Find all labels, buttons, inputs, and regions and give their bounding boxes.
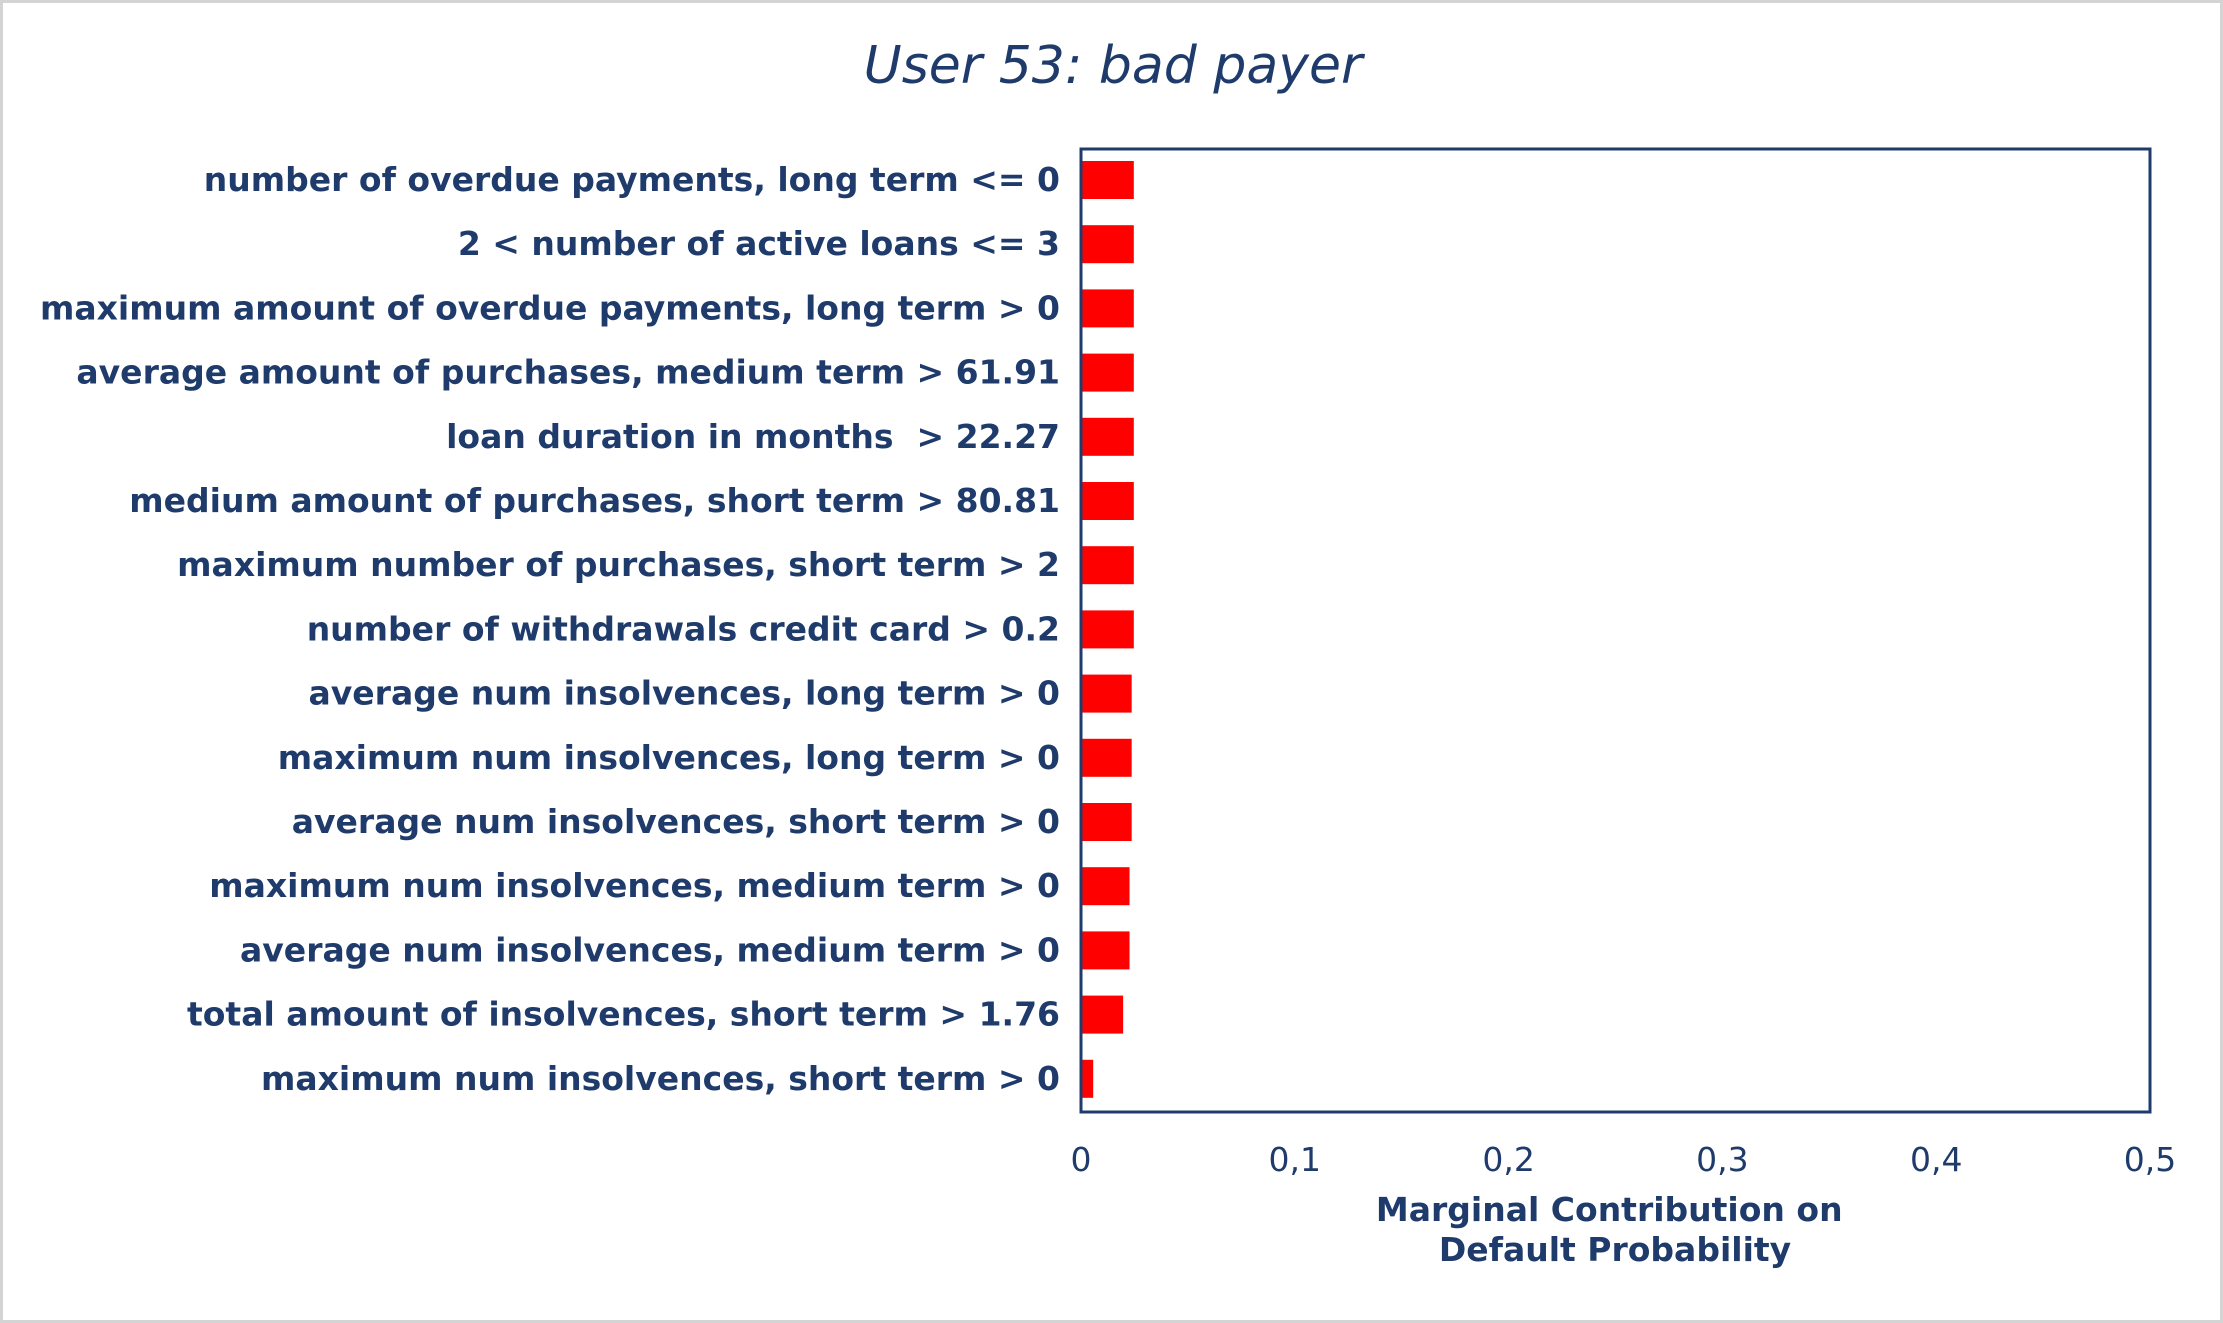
category-label: maximum amount of overdue payments, long… — [40, 288, 1060, 327]
bar — [1082, 610, 1134, 649]
category-label: loan duration in months > 22.27 — [446, 417, 1060, 456]
category-label: maximum number of purchases, short term … — [177, 545, 1060, 584]
bar — [1082, 353, 1134, 392]
category-label: maximum num insolvences, short term > 0 — [261, 1059, 1060, 1098]
bar — [1082, 931, 1130, 970]
bar — [1082, 417, 1134, 456]
bar — [1082, 1059, 1094, 1098]
x-tick-label: 0 — [1071, 1140, 1092, 1179]
x-axis-title-line-2: Default Probability — [1439, 1230, 1791, 1269]
category-label: average num insolvences, short term > 0 — [292, 802, 1060, 841]
category-label: 2 < number of active loans <= 3 — [458, 224, 1060, 263]
plot-area-border — [1079, 147, 2152, 1114]
category-label: average amount of purchases, medium term… — [76, 353, 1060, 392]
x-tick-label: 0,4 — [1910, 1140, 1962, 1179]
category-label: number of overdue payments, long term <=… — [204, 160, 1060, 199]
x-tick-label: 0,5 — [2124, 1140, 2176, 1179]
category-label: maximum num insolvences, medium term > 0 — [209, 866, 1060, 905]
bar — [1082, 546, 1134, 585]
x-tick-label: 0,2 — [1482, 1140, 1534, 1179]
bar — [1082, 289, 1134, 328]
bar — [1082, 803, 1132, 841]
bar — [1082, 161, 1134, 199]
bar — [1082, 482, 1134, 520]
x-axis-tick-labels: 0 0,1 0,2 0,3 0,4 0,5 — [1071, 1140, 2177, 1179]
x-tick-label: 0,3 — [1696, 1140, 1748, 1179]
x-tick-label: 0,1 — [1269, 1140, 1321, 1179]
bar-chart: User 53: bad payer number of overdue pay… — [40, 36, 2177, 1269]
bar — [1082, 225, 1134, 264]
category-label: maximum num insolvences, long term > 0 — [278, 738, 1060, 777]
bar — [1082, 995, 1124, 1034]
chart-title: User 53: bad payer — [864, 36, 1366, 96]
bar — [1082, 674, 1132, 713]
x-axis-title-line-1: Marginal Contribution on — [1376, 1190, 1843, 1229]
category-label: medium amount of purchases, short term >… — [129, 481, 1060, 520]
category-labels: number of overdue payments, long term <=… — [40, 160, 1060, 1098]
category-label: average num insolvences, medium term > 0 — [240, 930, 1060, 969]
x-axis-title: Marginal Contribution on Default Probabi… — [1376, 1190, 1854, 1269]
bar — [1082, 867, 1130, 906]
bars-layer — [1082, 161, 1134, 1098]
bar — [1082, 738, 1132, 777]
category-label: number of withdrawals credit card > 0.2 — [307, 609, 1060, 648]
category-label: average num insolvences, long term > 0 — [309, 674, 1060, 713]
category-label: total amount of insolvences, short term … — [187, 995, 1060, 1034]
